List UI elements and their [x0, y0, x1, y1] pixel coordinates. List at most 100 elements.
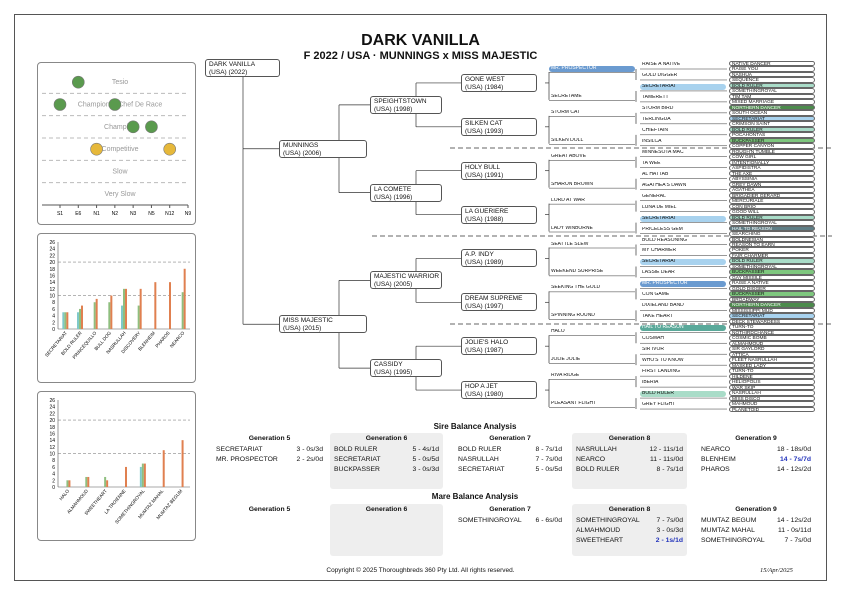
bar-panel-1: 0 2 4 6 8 10 12 14 16 18 20 22 24 26 SECRETARIAT BOLD R… [37, 233, 196, 383]
pedigree-horse-g4: LADY WINBORNE [551, 225, 593, 231]
pedigree-horse-g5: TERLINGUA [642, 116, 671, 122]
bar-ytick-label: 6 [52, 307, 55, 313]
balance-count: 7 - 7s/0d [784, 537, 811, 544]
pedigree-horse-g5: MINNESOTA MAC [642, 149, 684, 155]
pedigree-horse-g3: A.P. INDY (USA) (1989) [461, 249, 537, 268]
pedigree-horse-g4: SEATTLE SLEW [551, 241, 589, 247]
balance-horse: SOMETHINGROYAL [458, 517, 522, 524]
pedigree-horse-g3: LA GUERIERE (USA) (1988) [461, 205, 537, 224]
balance-horse: BOLD RULER [458, 446, 502, 453]
pedigree-horse-g3: HOP A JET (USA) (1980) [461, 381, 537, 400]
balance-row: SWEETHEART 2 - 1s/1d [576, 536, 683, 546]
pedigree-horse-g6: BRIGADIER GERARD [729, 192, 815, 199]
pedigree-horse-g6: GREY DAWN [729, 181, 815, 188]
balance-count: 7 - 7s/0d [656, 517, 683, 524]
horse-name: JOLIE'S HALO [465, 339, 509, 347]
pedigree-horse-g6: NASHUA [729, 71, 815, 78]
horse-origin: (USA) (2006) [283, 149, 322, 157]
pedigree-horse-g6: POCAHONTAS [729, 132, 815, 138]
horse-origin: (USA) (1996) [374, 193, 413, 201]
balance-row: SOMETHINGROYAL 7 - 7s/0d [576, 516, 683, 526]
pedigree-horse-g5: TAMERETT [642, 94, 669, 100]
pedigree-horse-g6: GAY MISSILE [729, 274, 815, 281]
bar-ytick-label: 2 [52, 320, 55, 326]
pedigree-horse-g6: BOLD RULER [729, 82, 815, 89]
pedigree-horse-g6: RAISE A NATIVE [729, 280, 815, 286]
horse-name: LA GUERIERE [465, 207, 509, 215]
horse-origin: (USA) (2005) [374, 281, 413, 289]
report-date: 15/Apr/2025 [760, 567, 793, 574]
balance-generation-header: Generation 9 [735, 435, 777, 442]
bar [143, 463, 146, 487]
balance-horse: BOLD RULER [334, 446, 378, 453]
pedigree-horse-g6: COPPER CANYON [729, 143, 815, 149]
pedigree-horse-g3: HOLY BULL (USA) (1991) [461, 161, 537, 180]
bar-ytick-label: 2 [52, 478, 55, 484]
balance-row: SOMETHINGROYAL 7 - 7s/0d [701, 536, 811, 546]
bar-ytick-label: 4 [52, 472, 55, 478]
bar [95, 298, 98, 329]
horse-name: DREAM SUPREME [465, 295, 523, 303]
pedigree-horse-g4: RIVA RIDGE [551, 373, 580, 379]
pedigree-horse-g3: DREAM SUPREME (USA) (1997) [461, 293, 537, 312]
bar-ytick-label: 10 [49, 294, 55, 300]
balance-count: 3 - 0s/3d [656, 527, 683, 534]
pedigree-horse-g5: CON GAME [642, 292, 670, 298]
bar-ytick-label: 24 [49, 405, 55, 411]
balance-row: BOLD RULER 8 - 7s/1d [576, 465, 683, 475]
horse-origin: (USA) (1988) [465, 215, 504, 223]
pedigree-horse-g5: COSMAH [642, 336, 664, 342]
balance-count: 6 - 6s/0d [535, 517, 562, 524]
pedigree-horse-g6: CON BRIO [729, 203, 815, 210]
pedigree-horse-g4: SPINNING ROUND [551, 313, 595, 319]
pedigree-horse-g1: MISS MAJESTIC (USA) (2015) [279, 315, 367, 334]
bar-ytick-label: 20 [49, 260, 55, 266]
scatter-point [90, 142, 103, 156]
pedigree-horse-g6: REASON TO EARN [729, 241, 815, 248]
pedigree-horse-g6: SOMETHINGROYAL [729, 220, 815, 226]
pedigree-horse-g6: HAIL TO REASON [729, 225, 815, 232]
horse-name: SILKEN CAT [465, 119, 503, 127]
bar-panel-2: 0 2 4 6 8 10 12 14 16 18 20 22 24 26 HALO ALMAHMOUD SWEE… [37, 391, 196, 541]
balance-generation: Generation 6 BOLD RULER 5 - 4s/1d SECRETARI… [330, 433, 443, 489]
pedigree-horse-g5: TA WEE [642, 160, 661, 166]
horse-origin: (USA) (1993) [465, 127, 504, 135]
pedigree-horse-g4: WEEKEND SURPRISE [551, 269, 604, 275]
bar-ytick-label: 26 [49, 240, 55, 246]
bar-ytick-label: 0 [52, 485, 55, 491]
horse-name: LA COMETE [374, 185, 412, 193]
pedigree-horse-g6: ASPIDISTRA [729, 165, 815, 171]
balance-horse: NEARCO [701, 446, 731, 453]
balance-horse: MUMTAZ BEGUM [701, 517, 757, 524]
bar [139, 466, 142, 487]
pedigree-horse-g6: GOLD DIGGER [729, 285, 815, 292]
balance-generation-header: Generation 6 [365, 435, 408, 442]
pedigree-horse-g2: MAJESTIC WARRIOR (USA) (2005) [370, 271, 442, 290]
scatter-point [108, 98, 122, 111]
scatter-point [71, 75, 85, 89]
bar [68, 480, 71, 487]
scatter-row-label: Very Slow [104, 191, 136, 198]
scatter-xtick-label: N2 [112, 211, 119, 217]
scatter-xtick-label: N1 [93, 211, 100, 217]
pedigree-horse-g2: LA COMETE (USA) (1996) [370, 183, 442, 202]
pedigree-horse-g5: CHIEFTAIN [642, 127, 669, 133]
balance-horse: MUMTAZ MAHAL [701, 527, 755, 534]
horse-name: SPEIGHTSTOWN [374, 97, 427, 105]
pedigree-horse-g6: BOLD RULER [729, 258, 815, 264]
balance-row: MUMTAZ BEGUM 14 - 12s/2d [701, 516, 811, 526]
bar [81, 305, 83, 329]
pedigree-horse-g6: SOUTH OCEAN [729, 110, 815, 116]
balance-horse: SECRETARIAT [458, 466, 505, 473]
bar [139, 288, 142, 329]
bar-ytick-label: 14 [49, 280, 55, 286]
balance-count: 14 - 12s/2d [776, 466, 811, 473]
bar [66, 480, 69, 487]
pedigree-horse-g6: SIR GAYLORD [729, 346, 815, 352]
bar-ytick-label: 18 [49, 267, 55, 273]
scatter-row-label: Champion [104, 124, 136, 131]
pedigree-horse-g6: NASRULLAH [729, 390, 815, 396]
horse-origin: (USA) (1997) [465, 303, 504, 311]
